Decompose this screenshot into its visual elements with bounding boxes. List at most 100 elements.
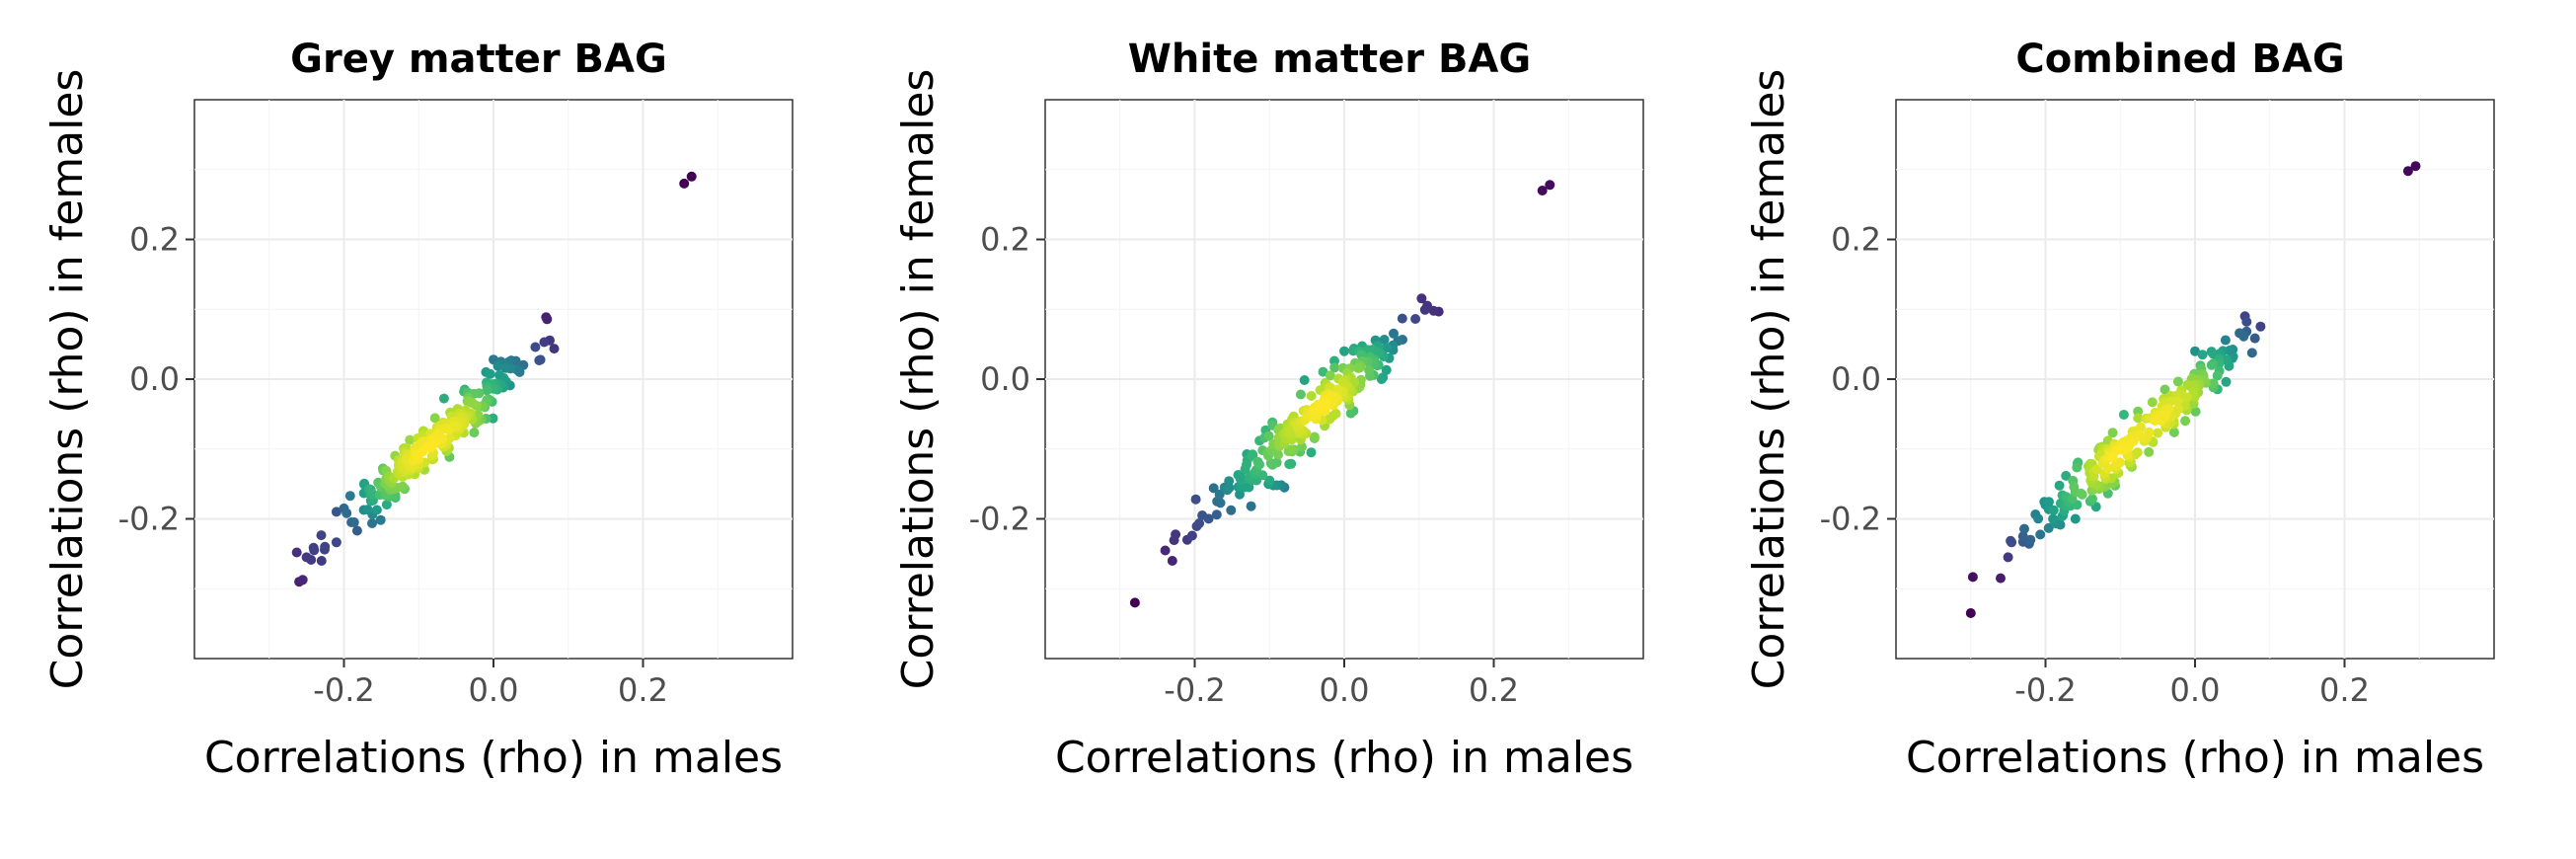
- panel-title: White matter BAG: [1128, 37, 1531, 82]
- y-tick-label: -0.2: [1820, 501, 1881, 538]
- data-point: [1226, 505, 1237, 515]
- data-point: [2048, 513, 2059, 524]
- data-point: [306, 555, 317, 565]
- data-point: [1965, 608, 1976, 618]
- data-point: [2133, 413, 2144, 424]
- axis-ticks: -0.2 0.0 0.2 -0.2 0.0 0.2: [969, 221, 1519, 710]
- data-point: [2048, 505, 2059, 515]
- data-point: [2212, 370, 2223, 381]
- data-point: [344, 491, 355, 502]
- data-point: [1214, 489, 1225, 500]
- x-axis-label: Correlations (rho) in males: [1906, 733, 2484, 783]
- data-point: [2190, 346, 2200, 356]
- data-point: [1416, 293, 1427, 304]
- panel-grey-matter: Grey matter BAG -0.2 0.0 0.2 -0.2 0.0 0.2 Cor…: [42, 37, 794, 783]
- panel-title: Combined BAG: [2015, 37, 2344, 82]
- data-point: [2221, 376, 2232, 387]
- data-point: [1397, 313, 1407, 324]
- y-tick-label: 0.0: [1831, 360, 1881, 398]
- data-point: [1306, 391, 1317, 401]
- x-tick-label: 0.0: [2170, 671, 2221, 709]
- data-point: [2206, 359, 2217, 370]
- data-point: [316, 530, 327, 541]
- data-point: [1284, 459, 1295, 470]
- data-point: [1211, 509, 1222, 520]
- data-point: [2054, 480, 2065, 491]
- data-point: [492, 360, 503, 371]
- y-tick-label: 0.0: [129, 360, 180, 398]
- data-point: [2107, 428, 2118, 438]
- data-point: [1129, 597, 1140, 608]
- data-point: [1208, 483, 1219, 494]
- data-point: [429, 413, 440, 424]
- data-point: [375, 514, 386, 525]
- data-point: [1297, 441, 1307, 452]
- x-tick-label: 0.2: [1469, 671, 1519, 709]
- data-point: [1327, 411, 1338, 422]
- data-point: [297, 575, 308, 586]
- data-point: [2159, 384, 2170, 395]
- data-point: [1171, 529, 1181, 540]
- data-point: [1265, 458, 1276, 469]
- data-point: [679, 178, 690, 189]
- data-point: [1339, 346, 1349, 356]
- data-point: [2035, 529, 2046, 540]
- data-point: [2410, 161, 2421, 172]
- data-point: [686, 171, 697, 182]
- x-tick-label: 0.2: [618, 671, 668, 709]
- data-point: [348, 517, 359, 527]
- data-point: [1389, 328, 1399, 339]
- data-point: [2003, 552, 2013, 563]
- x-tick-label: 0.0: [469, 671, 519, 709]
- data-point: [2180, 416, 2191, 427]
- data-point: [2171, 405, 2182, 416]
- data-point: [2402, 166, 2413, 177]
- data-point: [2025, 534, 2036, 545]
- y-axis-label: Correlations (rho) in females: [42, 69, 93, 690]
- x-axis-label: Correlations (rho) in males: [1055, 733, 1633, 783]
- data-point: [1996, 573, 2006, 584]
- data-point: [291, 547, 302, 558]
- data-point: [2172, 396, 2183, 407]
- data-point: [2144, 446, 2155, 457]
- data-point: [1242, 459, 1251, 470]
- data-point: [2118, 410, 2129, 420]
- axis-ticks: -0.2 0.0 0.2 -0.2 0.0 0.2: [1820, 221, 2370, 710]
- data-point: [1284, 426, 1295, 436]
- data-point: [1537, 186, 1548, 195]
- x-tick-label: 0.0: [1320, 671, 1370, 709]
- data-point: [1190, 494, 1201, 505]
- data-point: [1410, 314, 1421, 324]
- data-point: [1246, 501, 1256, 511]
- data-point: [417, 445, 428, 456]
- data-point: [2238, 331, 2249, 342]
- y-tick-label: 0.2: [1831, 221, 1881, 259]
- data-point: [1224, 476, 1235, 487]
- data-point: [1295, 389, 1306, 400]
- panel-combined: Combined BAG -0.2 0.0 0.2 -0.2 0.0 0.2 Correl…: [1744, 37, 2495, 783]
- data-point: [2019, 523, 2029, 534]
- data-point: [2118, 444, 2128, 455]
- data-point: [2190, 406, 2201, 417]
- data-point: [2147, 397, 2158, 408]
- data-point: [1299, 375, 1310, 385]
- data-point: [2220, 335, 2231, 346]
- data-point: [1545, 180, 1555, 191]
- data-point: [362, 505, 373, 515]
- data-point: [351, 525, 362, 536]
- data-point: [1318, 366, 1328, 377]
- axis-ticks: -0.2 0.0 0.2 -0.2 0.0 0.2: [118, 221, 668, 710]
- data-point: [549, 344, 560, 354]
- panel-white-matter: White matter BAG -0.2 0.0 0.2 -0.2 0.0 0.2 Co…: [893, 37, 1644, 783]
- data-point: [2033, 513, 2044, 524]
- data-point: [2102, 463, 2113, 474]
- data-point: [2241, 316, 2252, 327]
- data-point: [331, 507, 341, 517]
- x-tick-label: -0.2: [2014, 671, 2076, 709]
- data-point: [2153, 428, 2163, 438]
- data-point: [1329, 362, 1340, 373]
- data-point: [1381, 364, 1392, 375]
- scatter-points: [1129, 180, 1555, 608]
- data-point: [1376, 374, 1387, 384]
